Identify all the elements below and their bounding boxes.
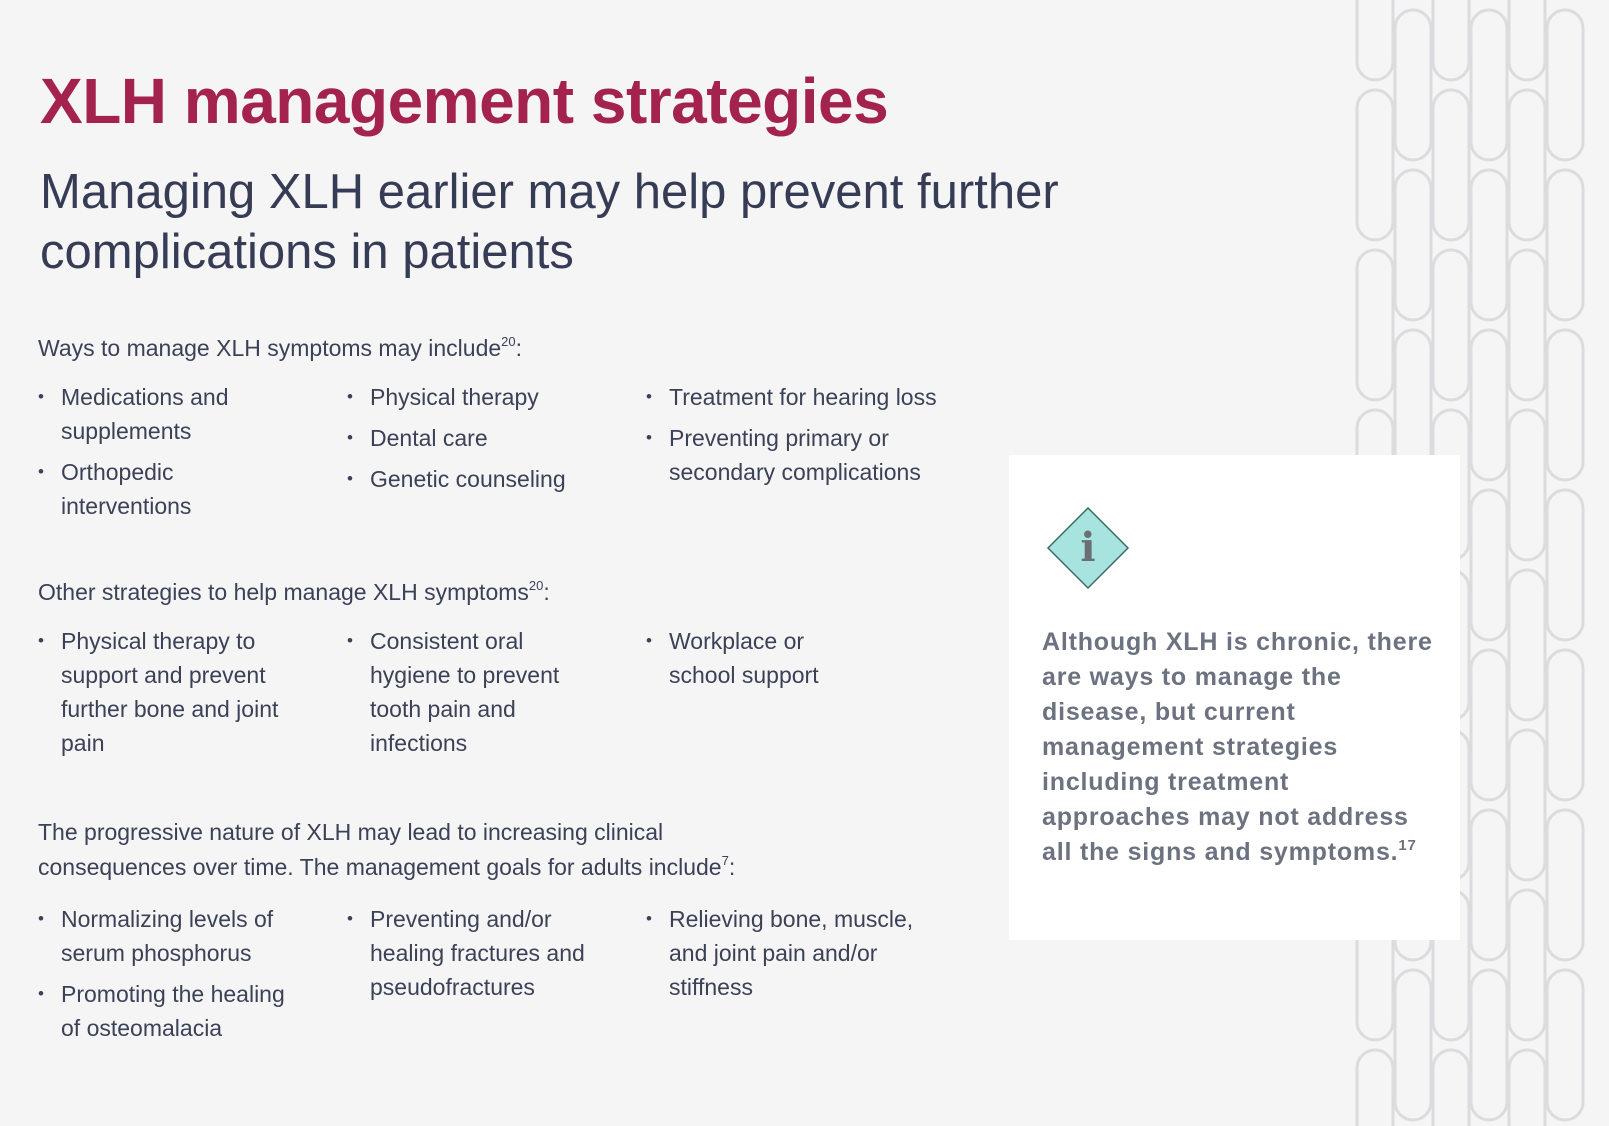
list-item: Relieving bone, muscle, and joint pain a… bbox=[646, 902, 921, 1004]
pattern-link bbox=[1545, 328, 1585, 482]
pattern-link bbox=[1393, 168, 1433, 322]
pattern-link bbox=[1355, 248, 1395, 402]
pattern-link bbox=[1507, 0, 1547, 82]
page-title: XLH management strategies bbox=[40, 65, 889, 137]
pattern-link bbox=[1545, 648, 1585, 802]
pattern-link bbox=[1393, 8, 1433, 162]
pattern-link bbox=[1431, 1048, 1471, 1126]
pattern-link bbox=[1545, 808, 1585, 962]
reference-number: 17 bbox=[1398, 837, 1417, 854]
section-ways-intro: Ways to manage XLH symptoms may include2… bbox=[38, 331, 522, 366]
list-item: Orthopedic interventions bbox=[38, 455, 308, 523]
pattern-link bbox=[1469, 808, 1509, 962]
list-item: Genetic counseling bbox=[347, 462, 627, 496]
list-item: Medications and supplements bbox=[38, 380, 308, 448]
pattern-link bbox=[1431, 248, 1471, 402]
pattern-link bbox=[1355, 1048, 1395, 1126]
pattern-link bbox=[1507, 248, 1547, 402]
other-list-col-2: Consistent oral hygiene to prevent tooth… bbox=[347, 624, 587, 767]
pattern-link bbox=[1431, 0, 1471, 82]
info-callout-card: i Although XLH is chronic, there are way… bbox=[1009, 455, 1460, 940]
ways-list-col-3: Treatment for hearing loss Preventing pr… bbox=[646, 380, 951, 496]
pattern-link bbox=[1469, 328, 1509, 482]
ways-list-col-2: Physical therapy Dental care Genetic cou… bbox=[347, 380, 627, 503]
list-item: Consistent oral hygiene to prevent tooth… bbox=[347, 624, 587, 760]
reference-number: 7 bbox=[721, 853, 729, 868]
section-other-intro: Other strategies to help manage XLH symp… bbox=[38, 575, 550, 610]
reference-number: 20 bbox=[501, 334, 516, 349]
pattern-link bbox=[1355, 0, 1395, 82]
pattern-link bbox=[1507, 728, 1547, 882]
intro-suffix: : bbox=[543, 579, 550, 605]
section-intro-text: Ways to manage XLH symptoms may include bbox=[38, 335, 502, 361]
reference-number: 20 bbox=[528, 578, 544, 593]
pattern-link bbox=[1393, 968, 1433, 1122]
list-item: Preventing and/or healing fractures and … bbox=[347, 902, 622, 1004]
page-subtitle: Managing XLH earlier may help prevent fu… bbox=[40, 165, 1059, 279]
info-callout-body: Although XLH is chronic, there are ways … bbox=[1042, 628, 1433, 866]
goals-list-col-1: Normalizing levels of serum phosphorus P… bbox=[38, 902, 303, 1052]
info-icon: i bbox=[1046, 506, 1130, 590]
pattern-link bbox=[1545, 168, 1585, 322]
info-icon-glyph: i bbox=[1080, 524, 1095, 571]
pattern-link bbox=[1355, 88, 1395, 242]
pattern-link bbox=[1545, 488, 1585, 642]
pattern-link bbox=[1507, 1048, 1547, 1126]
info-callout-text: Although XLH is chronic, there are ways … bbox=[1042, 625, 1442, 870]
pattern-link bbox=[1431, 88, 1471, 242]
section-intro-text: The progressive nature of XLH may lead t… bbox=[38, 819, 722, 880]
intro-suffix: : bbox=[728, 854, 736, 880]
list-item: Normalizing levels of serum phosphorus bbox=[38, 902, 303, 970]
list-item: Treatment for hearing loss bbox=[646, 380, 951, 414]
other-list-col-1: Physical therapy to support and prevent … bbox=[38, 624, 298, 767]
pattern-link bbox=[1545, 8, 1585, 162]
goals-list-col-2: Preventing and/or healing fractures and … bbox=[347, 902, 622, 1011]
pattern-link bbox=[1507, 88, 1547, 242]
ways-list-col-1: Medications and supplements Orthopedic i… bbox=[38, 380, 308, 530]
list-item: Physical therapy to support and prevent … bbox=[38, 624, 298, 760]
intro-suffix: : bbox=[515, 335, 523, 361]
list-item: Workplace or school support bbox=[646, 624, 856, 692]
list-item: Dental care bbox=[347, 421, 627, 455]
section-goals-intro: The progressive nature of XLH may lead t… bbox=[38, 815, 768, 885]
goals-list-col-3: Relieving bone, muscle, and joint pain a… bbox=[646, 902, 921, 1011]
pattern-link bbox=[1469, 968, 1509, 1122]
list-item: Physical therapy bbox=[347, 380, 627, 414]
pattern-link bbox=[1507, 568, 1547, 722]
pattern-link bbox=[1507, 408, 1547, 562]
pattern-link bbox=[1545, 968, 1585, 1122]
pattern-link bbox=[1469, 488, 1509, 642]
list-item: Promoting the healing of osteomalacia bbox=[38, 977, 303, 1045]
pattern-link bbox=[1469, 648, 1509, 802]
section-intro-text: Other strategies to help manage XLH symp… bbox=[38, 579, 529, 605]
pattern-link bbox=[1469, 8, 1509, 162]
other-list-col-3: Workplace or school support bbox=[646, 624, 856, 699]
pattern-link bbox=[1507, 888, 1547, 1042]
pattern-link bbox=[1469, 168, 1509, 322]
list-item: Preventing primary or secondary complica… bbox=[646, 421, 951, 489]
